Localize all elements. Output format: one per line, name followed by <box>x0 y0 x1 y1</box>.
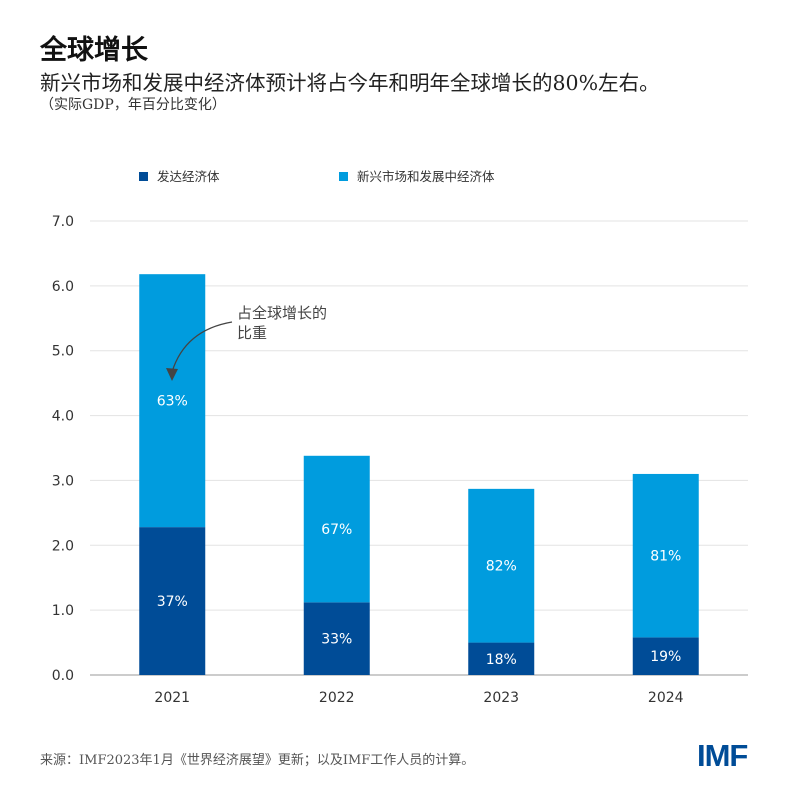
chart-note: （实际GDP，年百分比变化） <box>40 97 226 113</box>
bar-segment <box>632 637 699 675</box>
bar-data-label: 82% <box>486 559 517 575</box>
x-tick-label: 2022 <box>319 690 355 706</box>
legend-label: 新兴市场和发展中经济体 <box>357 169 495 184</box>
legend-swatch <box>139 172 148 181</box>
legend-label: 发达经济体 <box>157 169 220 184</box>
bar-data-label: 18% <box>486 652 517 668</box>
imf-logo: IMF <box>697 738 748 773</box>
bar-data-label: 81% <box>650 549 681 565</box>
y-tick-label: 4.0 <box>52 409 74 425</box>
y-tick-label: 7.0 <box>52 214 74 230</box>
x-tick-label: 2021 <box>154 690 190 706</box>
chart-title: 全球增长 <box>40 35 148 66</box>
legend-swatch <box>339 172 348 181</box>
source-note: 来源：IMF2023年1月《世界经济展望》更新；以及IMF工作人员的计算。 <box>40 753 475 768</box>
y-tick-label: 5.0 <box>52 344 74 360</box>
y-tick-label: 2.0 <box>52 538 74 554</box>
bar-segment <box>468 642 535 675</box>
y-tick-label: 3.0 <box>52 473 74 489</box>
bar-segment <box>303 455 370 603</box>
annotation-text: 占全球增长的 <box>237 304 327 322</box>
bar-segment <box>632 473 699 638</box>
chart-subtitle: 新兴市场和发展中经济体预计将占今年和明年全球增长的80%左右。 <box>40 71 660 95</box>
bar-segment <box>139 274 206 528</box>
y-tick-label: 1.0 <box>52 603 74 619</box>
annotation-arrow <box>171 321 233 373</box>
x-tick-label: 2023 <box>483 690 519 706</box>
bar-data-label: 19% <box>650 649 681 665</box>
bar-segment <box>303 602 370 675</box>
annotation-text: 比重 <box>237 324 267 342</box>
bar-segment <box>468 488 535 643</box>
bar-data-label: 67% <box>321 522 352 538</box>
bar-data-label: 63% <box>157 394 188 410</box>
annotation-arrowhead <box>166 368 178 381</box>
y-tick-label: 0.0 <box>52 668 74 684</box>
x-tick-label: 2024 <box>648 690 684 706</box>
y-tick-label: 6.0 <box>52 279 74 295</box>
bar-segment <box>139 527 206 675</box>
bar-data-label: 37% <box>157 594 188 610</box>
bar-data-label: 33% <box>321 632 352 648</box>
